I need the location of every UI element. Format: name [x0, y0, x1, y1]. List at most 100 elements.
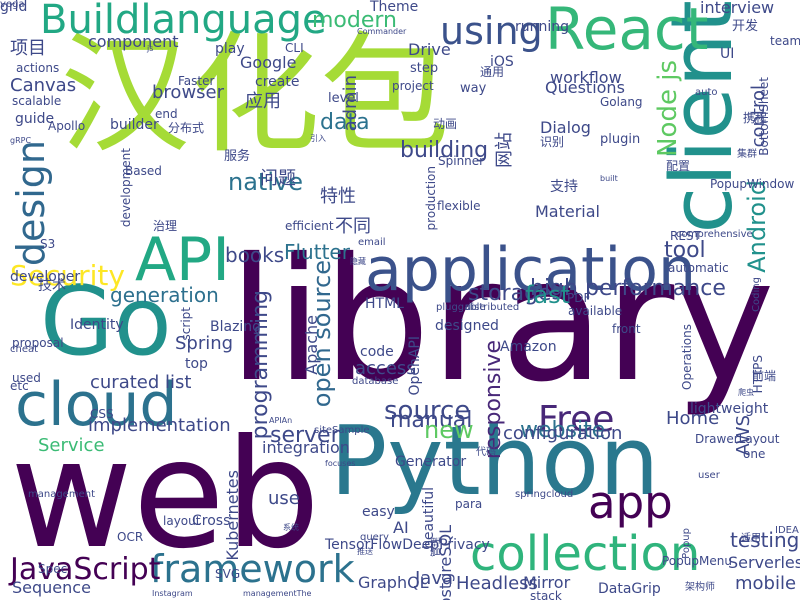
cloud-word: Java — [415, 568, 454, 589]
cloud-word: tool — [664, 238, 706, 263]
cloud-word: available — [568, 304, 623, 318]
cloud-word: Android — [743, 180, 771, 273]
cloud-word: designed — [435, 318, 499, 334]
cloud-word: efficient — [285, 219, 334, 233]
cloud-word: Service — [38, 435, 105, 456]
cloud-word: iOS — [490, 54, 514, 70]
cloud-word: framework — [150, 547, 355, 591]
cloud-word: end — [155, 107, 178, 121]
cloud-word: testing — [730, 528, 800, 552]
cloud-word: 治理 — [153, 219, 178, 233]
cloud-word: 集群 — [737, 149, 757, 160]
cloud-word: top — [185, 356, 208, 372]
cloud-word: project — [392, 79, 434, 93]
cloud-word: server — [270, 423, 340, 448]
cloud-word: Free — [538, 399, 615, 440]
cloud-word: JavaScript — [10, 552, 161, 587]
cloud-word: manual — [390, 408, 473, 433]
cloud-word: S3 — [40, 237, 56, 251]
cloud-word: level — [328, 91, 359, 106]
cloud-word: Serverless — [728, 553, 800, 572]
cloud-word: 开发 — [732, 19, 759, 34]
cloud-word: Node js — [653, 60, 683, 157]
cloud-word: Sequence — [12, 578, 91, 597]
cloud-word: stack — [530, 589, 562, 600]
cloud-word: gRPC — [10, 136, 32, 145]
cloud-word: DataGrip — [598, 581, 661, 597]
cloud-word: distributed — [465, 302, 520, 313]
cloud-word: Blazing — [210, 319, 262, 335]
cloud-word: PDF — [567, 291, 591, 305]
cloud-word: para — [455, 497, 483, 511]
cloud-word: OCR — [117, 530, 144, 544]
cloud-word: proposal — [12, 336, 64, 350]
cloud-word: DrawerLayout — [695, 432, 780, 446]
cloud-word: application — [365, 235, 696, 305]
cloud-word: data — [320, 110, 370, 135]
cloud-word: lightweight — [690, 401, 769, 417]
cloud-word: REST — [670, 229, 701, 243]
cloud-word: team — [770, 34, 800, 48]
cloud-word: Amazon — [500, 339, 557, 355]
cloud-word: CLI — [285, 41, 304, 55]
cloud-word: query — [360, 532, 389, 543]
cloud-word: 特性 — [320, 186, 356, 207]
cloud-word: 不同 — [335, 216, 371, 237]
cloud-word: 支持 — [550, 179, 578, 195]
cloud-word: plugin — [600, 132, 641, 147]
cloud-word: API — [135, 225, 230, 295]
cloud-word: collection — [470, 526, 701, 582]
cloud-word: Dialog — [540, 118, 591, 137]
cloud-word: cheat — [10, 344, 39, 355]
cloud-word: 携程 — [743, 111, 768, 125]
cloud-word: native — [228, 168, 303, 196]
cloud-word: using — [440, 9, 543, 53]
cloud-word: 动画 — [433, 117, 458, 131]
cloud-word: built — [600, 174, 618, 183]
cloud-word: Cross — [192, 513, 231, 529]
cloud-word: Security — [10, 259, 125, 292]
cloud-word: Apollo — [48, 119, 86, 133]
cloud-word: storage — [468, 281, 552, 306]
cloud-word: 适用 — [741, 533, 761, 544]
cloud-word: use — [268, 488, 300, 509]
cloud-word: high performance — [530, 276, 726, 301]
cloud-word: developer — [10, 269, 81, 285]
cloud-word: Material — [535, 202, 600, 221]
cloud-word: TensorFlowDeepPrivacy — [325, 537, 490, 553]
cloud-word: React — [545, 0, 709, 63]
cloud-word: Generator — [395, 454, 467, 470]
cloud-word: 项目 — [10, 38, 46, 59]
cloud-word: running — [515, 19, 570, 35]
cloud-word: website — [520, 418, 606, 443]
cloud-word: Questions — [545, 78, 625, 97]
cloud-word: Mirror — [523, 573, 571, 592]
cloud-word: 分布式 — [168, 121, 205, 135]
cloud-word: Operations — [680, 324, 694, 390]
cloud-word: database — [352, 376, 399, 387]
cloud-word: development — [119, 148, 133, 228]
cloud-word: auto — [695, 87, 718, 98]
cloud-word: layout — [163, 514, 201, 528]
cloud-word: interview — [700, 0, 775, 17]
cloud-word: Spring — [175, 333, 234, 354]
cloud-word: step — [410, 61, 439, 76]
cloud-word: IDEA — [775, 525, 799, 536]
cloud-word: component — [88, 32, 179, 51]
cloud-word: js — [147, 44, 154, 53]
cloud-word: Go — [40, 267, 172, 377]
cloud-word: CSS — [90, 407, 114, 421]
cloud-word: Flutter — [284, 240, 350, 264]
cloud-word: GraphQL — [358, 573, 429, 592]
cloud-word: guide — [15, 111, 55, 127]
cloud-word: PopupWindow — [710, 177, 795, 191]
cloud-word: automatic — [668, 261, 729, 275]
cloud-word: cloud — [15, 370, 178, 440]
cloud-word: Commander — [357, 27, 407, 36]
cloud-word: fast — [525, 281, 571, 309]
cloud-word: APIAn — [269, 416, 293, 425]
cloud-word: 服务 — [224, 149, 251, 164]
cloud-word: comprehensive — [676, 229, 753, 240]
cloud-word: 问题 — [260, 168, 296, 189]
